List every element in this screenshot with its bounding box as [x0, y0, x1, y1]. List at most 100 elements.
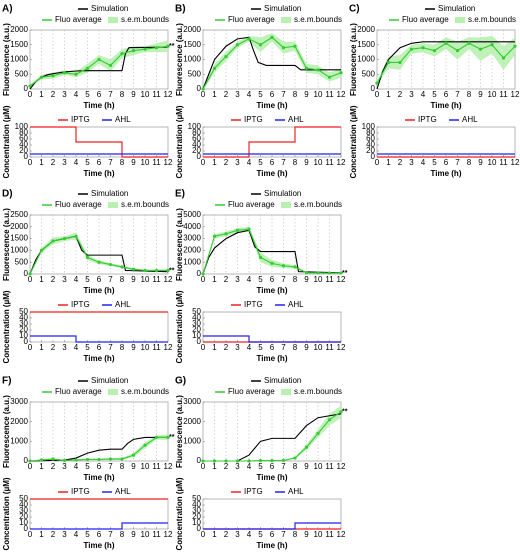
x-tick-label: 8	[120, 90, 125, 99]
fluo-point	[270, 261, 274, 265]
x-tick-label: 9	[304, 462, 309, 471]
x-tick-label: 2	[224, 343, 229, 352]
fluo-point	[224, 232, 228, 236]
fluo-point	[281, 46, 286, 50]
x-tick-label: 12	[511, 90, 520, 99]
y-tick-label: 40	[366, 140, 375, 149]
x-tick-label: 5	[432, 90, 437, 99]
x-tick-label: 6	[270, 530, 275, 539]
x-tick-label: 7	[108, 158, 113, 167]
x-tick-label: 6	[97, 158, 102, 167]
x-tick-label: 0	[201, 530, 206, 539]
x-tick-label: 12	[337, 158, 346, 167]
x-tick-label: 5	[258, 343, 263, 352]
significance-annotation: **	[342, 409, 348, 416]
y-tick-label: 0	[197, 337, 202, 346]
ahl-line	[30, 335, 168, 343]
x-tick-label: 5	[85, 343, 90, 352]
x-tick-label: 2	[51, 343, 56, 352]
x-tick-label: 9	[131, 343, 136, 352]
legend-label: Fluo average	[228, 387, 275, 396]
fluo-point	[97, 457, 101, 462]
y-tick-label: 2000	[10, 25, 28, 34]
legend-label: s.e.m.bounds	[121, 387, 169, 396]
fluo-point	[131, 267, 136, 271]
x-tick-label: 6	[270, 275, 275, 284]
y-axis-label: Concentration (µM)	[2, 290, 11, 363]
fluo-point	[398, 60, 402, 65]
ahl-line	[203, 522, 341, 530]
x-tick-label: 9	[131, 275, 136, 284]
y-tick-label: 40	[192, 140, 201, 149]
fluo-point	[432, 49, 437, 53]
x-tick-label: 12	[164, 343, 173, 352]
fluo-point	[201, 87, 205, 91]
legend-label: IPTG	[244, 115, 263, 124]
y-tick-label: 10	[19, 331, 28, 340]
legend-label: IPTG	[71, 115, 90, 124]
legend-label: s.e.m.bounds	[468, 15, 516, 24]
fluo-point	[235, 43, 240, 47]
x-tick-label: 11	[152, 158, 161, 167]
x-tick-label: 1	[39, 90, 44, 99]
fluo-point	[513, 44, 517, 48]
fluo-point	[409, 47, 414, 51]
y-axis-label: Fluorescence (a.u.)	[175, 23, 184, 96]
y-tick-label: 60	[366, 134, 375, 143]
x-tick-label: 10	[314, 90, 323, 99]
legend-label: Fluo average	[55, 387, 102, 396]
y-tick-label: 0	[24, 269, 29, 278]
y-tick-label: 80	[19, 128, 28, 137]
x-tick-label: 3	[235, 462, 240, 471]
legend-label: s.e.m.bounds	[294, 200, 342, 209]
x-tick-label: 7	[108, 462, 113, 471]
fluo-point	[490, 43, 494, 47]
x-tick-label: 6	[444, 90, 449, 99]
iptg-line	[30, 126, 168, 158]
fluo-point	[39, 248, 44, 252]
fluo-point	[131, 49, 136, 53]
fluo-point	[62, 71, 67, 75]
panel-label: G)	[175, 376, 186, 387]
legend-label: AHL	[115, 115, 131, 124]
legend-label: AHL	[288, 115, 304, 124]
fluo-point	[131, 453, 136, 457]
x-tick-label: 9	[131, 462, 136, 471]
y-tick-label: 60	[192, 134, 201, 143]
fluo-point	[143, 47, 147, 51]
x-tick-label: 3	[235, 343, 240, 352]
x-tick-label: 10	[314, 343, 323, 352]
x-tick-label: 0	[201, 90, 206, 99]
legend-label: Simulation	[91, 4, 128, 13]
x-tick-label: 5	[258, 90, 263, 99]
y-tick-label: 2000	[183, 246, 201, 255]
ahl-line	[203, 335, 341, 343]
fluo-point	[28, 84, 32, 88]
y-tick-label: 10	[19, 518, 28, 527]
x-tick-label: 11	[325, 343, 334, 352]
x-tick-label: 7	[281, 90, 286, 99]
y-axis-label: Fluorescence (a.u.)	[2, 395, 11, 468]
x-tick-label: 1	[39, 462, 44, 471]
fluo-point	[270, 459, 274, 463]
y-tick-label: 0	[24, 152, 29, 161]
y-tick-label: 1500	[183, 40, 201, 49]
fluo-point	[74, 458, 78, 462]
x-tick-label: 5	[85, 275, 90, 284]
simulation-line	[203, 413, 342, 462]
x-tick-label: 1	[39, 275, 44, 284]
y-tick-label: 1000	[183, 257, 201, 266]
legend-label: Fluo average	[228, 15, 275, 24]
x-tick-label: 4	[74, 530, 79, 539]
legend-label: Fluo average	[228, 200, 275, 209]
x-tick-label: 7	[108, 90, 113, 99]
ahl-line	[30, 522, 168, 530]
x-tick-label: 10	[314, 158, 323, 167]
x-tick-label: 11	[325, 158, 334, 167]
fluo-point	[120, 265, 124, 269]
x-tick-label: 0	[201, 275, 206, 284]
fluo-point	[85, 255, 90, 260]
